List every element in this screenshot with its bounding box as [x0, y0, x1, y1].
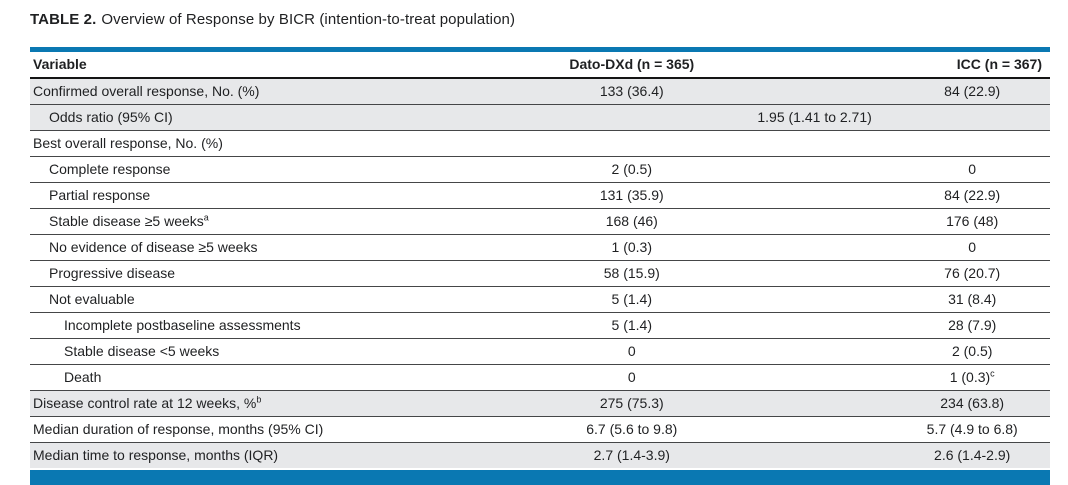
row-label: Confirmed overall response, No. (%)	[30, 78, 500, 105]
row-value-icc: 0	[764, 156, 1050, 183]
table-row: Not evaluable 5 (1.4) 31 (8.4)	[30, 286, 1050, 313]
table-header-row: Variable Dato-DXd (n = 365) ICC (n = 367…	[30, 52, 1050, 79]
row-value-icc: 84 (22.9)	[764, 182, 1050, 209]
table-row: Median duration of response, months (95%…	[30, 416, 1050, 443]
row-value-dato-dxd: 131 (35.9)	[499, 182, 765, 209]
table-row: Stable disease ≥5 weeksa 168 (46) 176 (48)	[30, 208, 1050, 235]
row-label: Partial response	[30, 182, 500, 209]
row-value-dato-dxd	[499, 130, 765, 157]
table-title: TABLE 2. Overview of Response by BICR (in…	[30, 11, 515, 28]
row-label: Stable disease <5 weeks	[30, 338, 500, 365]
table-row: Best overall response, No. (%)	[30, 130, 1050, 157]
table-header: Variable Dato-DXd (n = 365) ICC (n = 367…	[30, 52, 1050, 79]
accent-bar-top	[30, 47, 1050, 52]
row-label: Median duration of response, months (95%…	[30, 416, 500, 443]
row-value-icc: 28 (7.9)	[764, 312, 1050, 339]
row-value-dato-dxd: 5 (1.4)	[499, 286, 765, 313]
row-value-span: 1.95 (1.41 to 2.71)	[499, 104, 1050, 131]
row-value-icc	[764, 130, 1050, 157]
table-row: No evidence of disease ≥5 weeks 1 (0.3) 0	[30, 234, 1050, 261]
table-row: Incomplete postbaseline assessments 5 (1.…	[30, 312, 1050, 339]
footnote-marker: c	[990, 368, 995, 379]
table-row: Partial response 131 (35.9) 84 (22.9)	[30, 182, 1050, 209]
table-row: Progressive disease 58 (15.9) 76 (20.7)	[30, 260, 1050, 287]
table-row: Complete response 2 (0.5) 0	[30, 156, 1050, 183]
accent-bar-bottom	[30, 470, 1050, 485]
table-number-label: TABLE 2.	[30, 11, 97, 28]
row-value-icc: 5.7 (4.9 to 6.8)	[764, 416, 1050, 443]
row-value-dato-dxd: 0	[499, 338, 765, 365]
row-value-icc: 76 (20.7)	[764, 260, 1050, 287]
row-value-dato-dxd: 58 (15.9)	[499, 260, 765, 287]
footnote-marker: a	[203, 212, 209, 223]
table-row: Median time to response, months (IQR) 2.7…	[30, 442, 1050, 468]
table-row: Death 0 1 (0.3)c	[30, 364, 1050, 391]
row-label: No evidence of disease ≥5 weeks	[30, 234, 500, 261]
row-label: Complete response	[30, 156, 500, 183]
column-header-icc: ICC (n = 367)	[764, 52, 1050, 79]
row-value-icc: 1 (0.3)c	[764, 364, 1050, 391]
row-value-dato-dxd: 2.7 (1.4-3.9)	[499, 442, 765, 468]
row-label: Death	[30, 364, 500, 391]
row-label: Odds ratio (95% CI)	[30, 104, 500, 131]
row-value-icc: 0	[764, 234, 1050, 261]
row-value-icc: 234 (63.8)	[764, 390, 1050, 417]
row-label: Disease control rate at 12 weeks, %b	[30, 390, 500, 417]
row-value-dato-dxd: 133 (36.4)	[499, 78, 765, 105]
row-label: Incomplete postbaseline assessments	[30, 312, 500, 339]
row-value-dato-dxd: 168 (46)	[499, 208, 765, 235]
table-title-text: Overview of Response by BICR (intention-…	[101, 11, 516, 28]
response-table: Variable Dato-DXd (n = 365) ICC (n = 367…	[30, 52, 1050, 468]
row-value-icc: 31 (8.4)	[764, 286, 1050, 313]
row-value-icc: 2 (0.5)	[764, 338, 1050, 365]
row-value-dato-dxd: 6.7 (5.6 to 9.8)	[499, 416, 765, 443]
table-row: Stable disease <5 weeks 0 2 (0.5)	[30, 338, 1050, 365]
row-value-icc: 176 (48)	[764, 208, 1050, 235]
table-body: Confirmed overall response, No. (%) 133 (…	[30, 78, 1050, 468]
row-value-icc: 2.6 (1.4-2.9)	[764, 442, 1050, 468]
column-header-dato-dxd: Dato-DXd (n = 365)	[499, 52, 765, 79]
row-value-dato-dxd: 5 (1.4)	[499, 312, 765, 339]
row-value-dato-dxd: 2 (0.5)	[499, 156, 765, 183]
row-label: Stable disease ≥5 weeksa	[30, 208, 500, 235]
row-value-dato-dxd: 1 (0.3)	[499, 234, 765, 261]
response-table-wrap: Variable Dato-DXd (n = 365) ICC (n = 367…	[30, 52, 1050, 468]
row-label: Median time to response, months (IQR)	[30, 442, 500, 468]
table-row: Disease control rate at 12 weeks, %b 275 …	[30, 390, 1050, 417]
row-value-icc: 84 (22.9)	[764, 78, 1050, 105]
row-label: Best overall response, No. (%)	[30, 130, 500, 157]
table-row: Confirmed overall response, No. (%) 133 (…	[30, 78, 1050, 105]
row-label: Not evaluable	[30, 286, 500, 313]
row-value-dato-dxd: 275 (75.3)	[499, 390, 765, 417]
column-header-variable: Variable	[30, 52, 500, 79]
row-value-dato-dxd: 0	[499, 364, 765, 391]
footnote-marker: b	[256, 394, 262, 405]
table-row: Odds ratio (95% CI) 1.95 (1.41 to 2.71)	[30, 104, 1050, 131]
row-label: Progressive disease	[30, 260, 500, 287]
